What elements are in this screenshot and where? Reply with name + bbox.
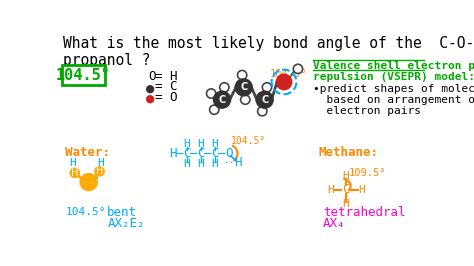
- Circle shape: [213, 91, 230, 108]
- Text: electron pairs: electron pairs: [313, 106, 421, 116]
- Text: based on arrangement of: based on arrangement of: [313, 95, 474, 105]
- Text: bent: bent: [107, 206, 137, 219]
- Text: H: H: [198, 139, 204, 149]
- Text: –: –: [176, 147, 184, 160]
- Text: C: C: [211, 147, 219, 160]
- Text: H: H: [71, 168, 78, 178]
- Text: H: H: [327, 185, 334, 195]
- Text: = C: = C: [155, 80, 177, 93]
- Text: –: –: [204, 147, 212, 160]
- Circle shape: [237, 70, 247, 80]
- Text: = H: = H: [155, 70, 177, 84]
- Text: ..: ..: [82, 177, 87, 184]
- Text: ..: ..: [91, 177, 95, 184]
- FancyBboxPatch shape: [62, 65, 105, 85]
- Circle shape: [241, 95, 250, 104]
- Text: H: H: [358, 185, 365, 195]
- Text: 104.5°: 104.5°: [231, 136, 266, 146]
- Text: Valence shell electron pair: Valence shell electron pair: [313, 61, 474, 71]
- Text: –: –: [218, 147, 226, 160]
- Circle shape: [293, 64, 302, 73]
- Text: H: H: [96, 166, 103, 176]
- Text: H: H: [184, 159, 191, 169]
- Circle shape: [95, 167, 104, 176]
- Circle shape: [276, 74, 292, 90]
- Text: H: H: [234, 156, 241, 169]
- Text: AX₂E₂: AX₂E₂: [107, 217, 145, 230]
- Text: 104.5°: 104.5°: [270, 69, 308, 79]
- Circle shape: [219, 83, 229, 92]
- Text: –: –: [191, 147, 198, 160]
- Text: Water:: Water:: [65, 146, 110, 159]
- Text: H: H: [343, 199, 349, 209]
- Text: C: C: [342, 183, 350, 196]
- Text: AX₄: AX₄: [323, 217, 345, 230]
- Text: C: C: [261, 95, 268, 105]
- Circle shape: [80, 174, 97, 190]
- Text: •predict shapes of molecules: •predict shapes of molecules: [313, 84, 474, 94]
- Text: ..: ..: [224, 156, 234, 165]
- Text: ●: ●: [146, 92, 155, 106]
- Text: H: H: [198, 159, 204, 169]
- Text: ●: ●: [146, 81, 155, 95]
- Text: 104.5°: 104.5°: [56, 68, 110, 83]
- Text: O: O: [148, 70, 156, 84]
- Text: H: H: [343, 171, 349, 181]
- Circle shape: [235, 79, 252, 96]
- Circle shape: [207, 89, 216, 98]
- Circle shape: [262, 83, 272, 92]
- Text: C: C: [219, 95, 226, 105]
- Text: Methane:: Methane:: [319, 146, 379, 159]
- Text: O: O: [225, 147, 233, 160]
- Text: H: H: [169, 147, 176, 160]
- Text: What is the most likely bond angle of the  C-O-H  bond in a molecule of
propanol: What is the most likely bond angle of th…: [63, 36, 474, 68]
- Text: H: H: [69, 158, 76, 168]
- Circle shape: [70, 168, 80, 177]
- Text: C: C: [197, 147, 205, 160]
- Text: H: H: [184, 139, 191, 149]
- Circle shape: [258, 107, 267, 116]
- Text: 109.5°: 109.5°: [348, 168, 386, 178]
- Text: H: H: [98, 158, 104, 168]
- Circle shape: [210, 105, 219, 114]
- Text: repulsion (VSEPR) model:: repulsion (VSEPR) model:: [313, 72, 474, 82]
- Text: = O: = O: [155, 91, 177, 104]
- Text: H: H: [212, 139, 219, 149]
- Text: C: C: [240, 82, 247, 92]
- Circle shape: [256, 91, 273, 108]
- Text: tetrahedral: tetrahedral: [323, 206, 405, 219]
- Text: C: C: [183, 147, 191, 160]
- Text: H: H: [212, 159, 219, 169]
- Text: 104.5°: 104.5°: [65, 207, 106, 218]
